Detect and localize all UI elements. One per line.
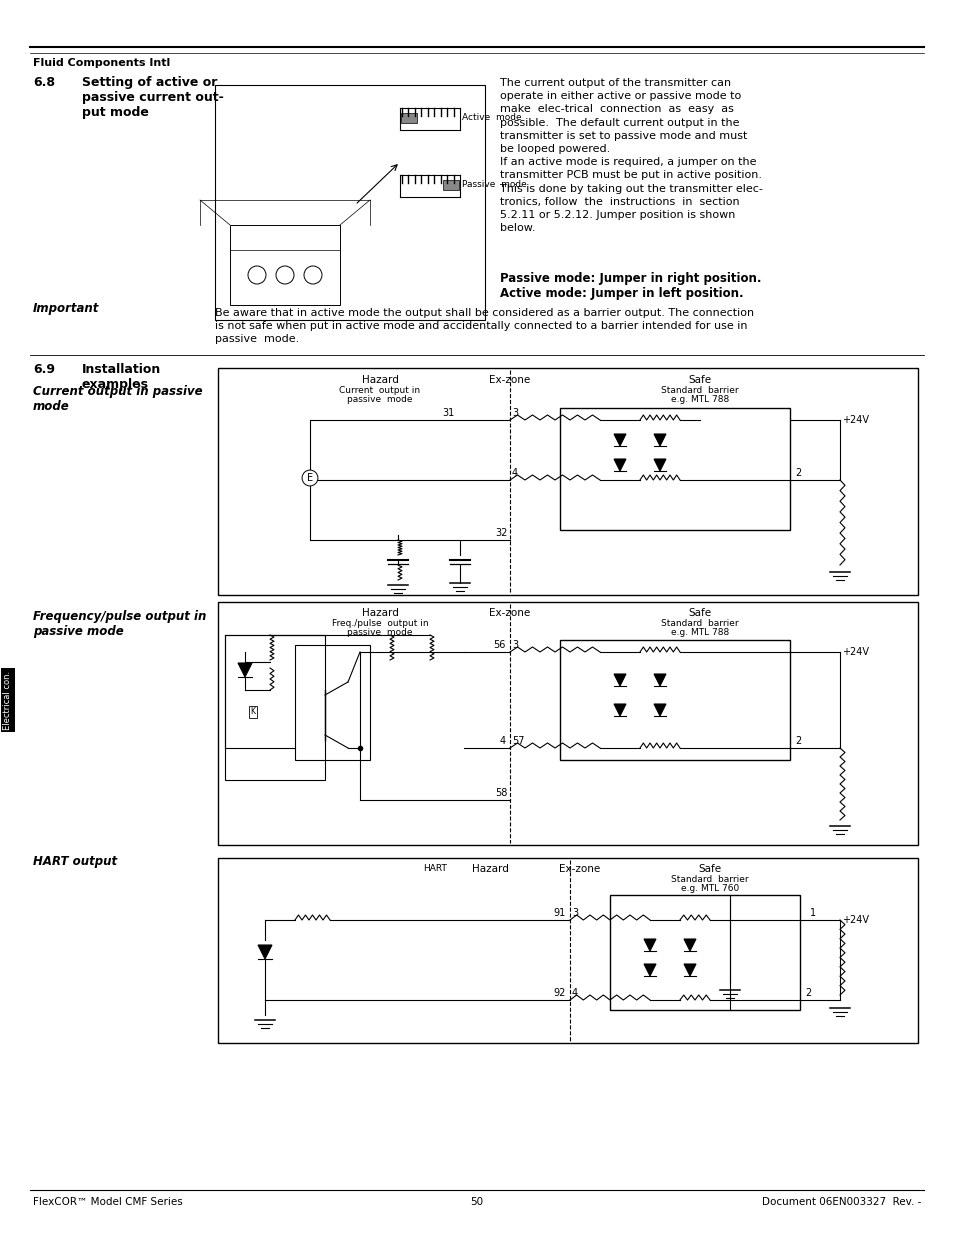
Polygon shape (683, 939, 696, 951)
Text: E: E (307, 473, 313, 483)
Polygon shape (614, 433, 625, 446)
Text: Passive mode: Jumper in right position.
Active mode: Jumper in left position.: Passive mode: Jumper in right position. … (499, 272, 760, 300)
Text: HART: HART (422, 864, 446, 873)
Text: e.g. MTL 788: e.g. MTL 788 (670, 395, 728, 404)
Text: Standard  barrier: Standard barrier (660, 387, 738, 395)
Text: Passive  mode: Passive mode (461, 180, 526, 189)
Polygon shape (614, 704, 625, 716)
Text: Active  mode: Active mode (461, 112, 521, 122)
Text: 32: 32 (496, 529, 507, 538)
Text: Ex-zone: Ex-zone (489, 375, 530, 385)
Text: Installation
examples: Installation examples (82, 363, 161, 391)
Text: 56: 56 (493, 640, 505, 650)
Text: 1: 1 (809, 908, 815, 918)
Text: 3: 3 (512, 640, 517, 650)
Polygon shape (237, 663, 252, 677)
Text: HART output: HART output (33, 855, 117, 868)
Text: Electrical con.: Electrical con. (4, 671, 12, 730)
Text: Be aware that in active mode the output shall be considered as a barrier output.: Be aware that in active mode the output … (214, 308, 753, 345)
Text: 6.9: 6.9 (33, 363, 55, 375)
Text: FlexCOR™ Model CMF Series: FlexCOR™ Model CMF Series (33, 1197, 183, 1207)
Text: Safe: Safe (688, 608, 711, 618)
Polygon shape (643, 965, 656, 976)
Polygon shape (614, 459, 625, 471)
Text: 2: 2 (804, 988, 810, 998)
Bar (559, 640, 789, 760)
Text: Standard  barrier: Standard barrier (660, 619, 738, 629)
Bar (559, 408, 789, 530)
Text: Ex-zone: Ex-zone (558, 864, 600, 874)
Bar (218, 601, 917, 845)
Text: 2: 2 (794, 468, 801, 478)
Text: Frequency/pulse output in
passive mode: Frequency/pulse output in passive mode (33, 610, 206, 638)
Text: Standard  barrier: Standard barrier (671, 876, 748, 884)
Text: 6.8: 6.8 (33, 77, 55, 89)
Text: passive  mode: passive mode (347, 395, 413, 404)
Text: Ex-zone: Ex-zone (489, 608, 530, 618)
Text: Fluid Components Intl: Fluid Components Intl (33, 58, 170, 68)
Polygon shape (643, 939, 656, 951)
Text: K: K (251, 708, 255, 716)
Bar (225, 635, 325, 781)
Text: 4: 4 (499, 736, 505, 746)
Text: Safe: Safe (698, 864, 720, 874)
Text: 50: 50 (470, 1197, 483, 1207)
Text: Hazard: Hazard (471, 864, 508, 874)
Bar (400, 112, 416, 124)
Polygon shape (654, 674, 665, 685)
Text: Document 06EN003327  Rev. -: Document 06EN003327 Rev. - (760, 1197, 920, 1207)
Polygon shape (654, 459, 665, 471)
Text: 2: 2 (794, 736, 801, 746)
Text: 3: 3 (572, 908, 578, 918)
Text: 58: 58 (496, 788, 507, 798)
Text: 3: 3 (512, 408, 517, 417)
Text: e.g. MTL 760: e.g. MTL 760 (680, 884, 739, 893)
Text: 4: 4 (512, 468, 517, 478)
Bar (218, 368, 917, 595)
Text: 91: 91 (553, 908, 565, 918)
Text: 92: 92 (553, 988, 565, 998)
Text: Safe: Safe (688, 375, 711, 385)
Text: Hazard: Hazard (361, 608, 398, 618)
Polygon shape (257, 945, 272, 960)
Text: 31: 31 (442, 408, 455, 417)
Text: 57: 57 (512, 736, 524, 746)
Text: +24V: +24V (841, 415, 868, 425)
Bar (294, 645, 370, 760)
Text: e.g. MTL 788: e.g. MTL 788 (670, 629, 728, 637)
Bar (442, 180, 458, 190)
Text: Important: Important (33, 303, 99, 315)
Polygon shape (654, 433, 665, 446)
Polygon shape (614, 674, 625, 685)
Bar (218, 858, 917, 1044)
Text: Current  output in: Current output in (339, 387, 420, 395)
Text: Current output in passive
mode: Current output in passive mode (33, 385, 202, 412)
Text: passive  mode: passive mode (347, 629, 413, 637)
Polygon shape (683, 965, 696, 976)
Text: The current output of the transmitter can
operate in either active or passive mo: The current output of the transmitter ca… (499, 78, 762, 233)
Text: Hazard: Hazard (361, 375, 398, 385)
Text: +24V: +24V (841, 915, 868, 925)
Text: Freq./pulse  output in: Freq./pulse output in (332, 619, 428, 629)
Text: 4: 4 (572, 988, 578, 998)
Bar (230, 225, 339, 305)
Text: +24V: +24V (841, 647, 868, 657)
Bar (609, 895, 800, 1010)
Text: Setting of active or
passive current out-
put mode: Setting of active or passive current out… (82, 77, 224, 119)
Bar (214, 85, 484, 320)
Polygon shape (654, 704, 665, 716)
